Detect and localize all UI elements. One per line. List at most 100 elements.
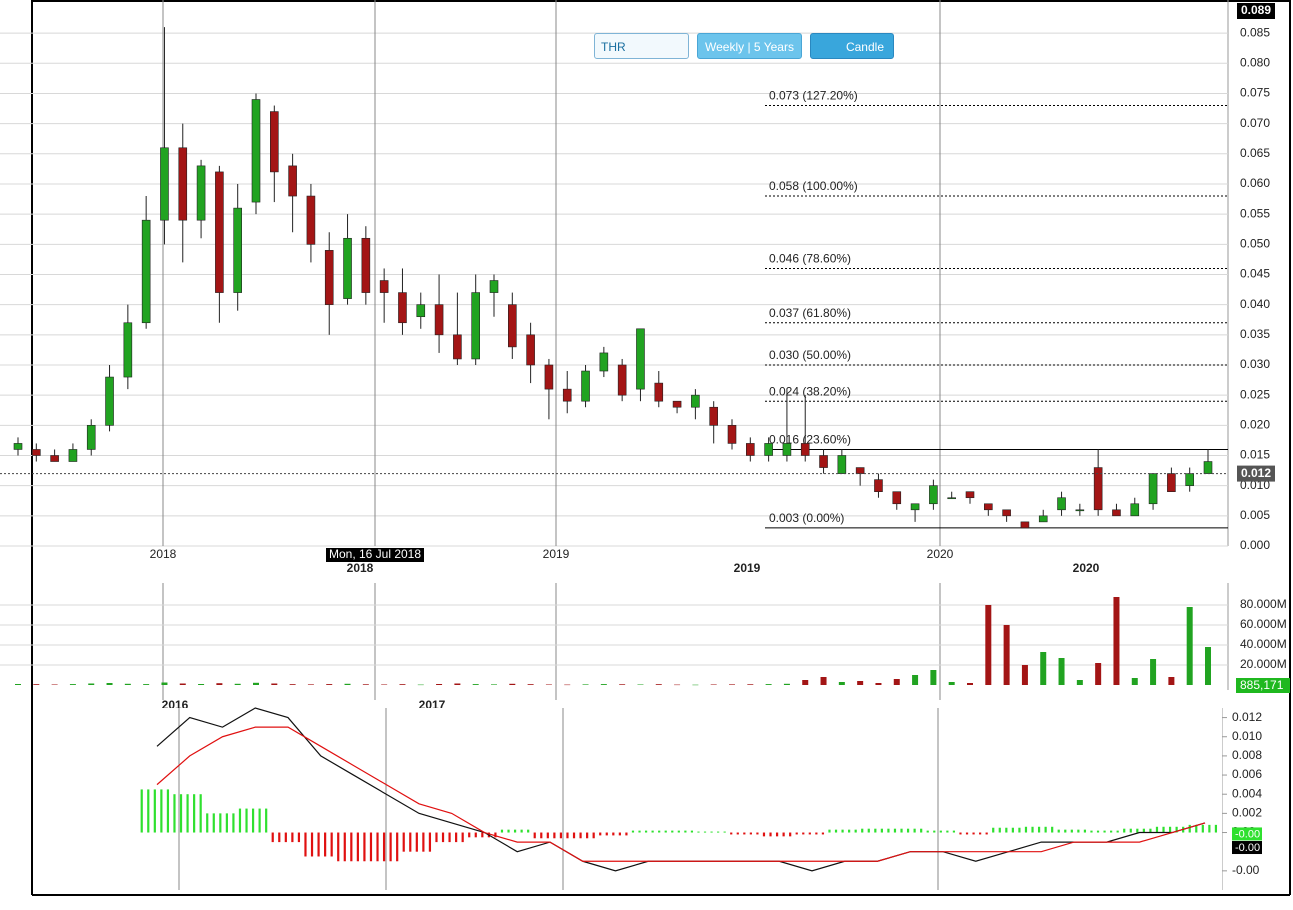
top-value-box [1237, 3, 1275, 19]
macd-histogram-bar [920, 828, 923, 833]
x-tick-label: 2020 [927, 547, 954, 561]
y-tick-label: 0.080 [1240, 55, 1270, 69]
macd-histogram-bar [147, 789, 150, 833]
volume-bar [253, 682, 259, 685]
last-volume-box [1236, 678, 1290, 693]
macd-histogram-bar [1149, 828, 1152, 833]
x-tick-label: 2019 [543, 547, 570, 561]
candle-body [672, 400, 682, 408]
y-tick-label: 0.000 [1240, 538, 1270, 552]
volume-bar [820, 677, 827, 685]
candle-body [233, 207, 242, 293]
y-tick-label: 0.030 [1240, 357, 1270, 371]
y-tick-label: 20.000M [1240, 657, 1287, 671]
volume-bar [33, 684, 40, 685]
candle-body [251, 99, 261, 203]
macd-histogram-bar [644, 830, 648, 833]
volume-bar [545, 684, 552, 685]
macd-histogram-bar [802, 832, 805, 835]
macd-histogram-bar [238, 808, 242, 833]
candle-body [544, 364, 554, 390]
volume-bar [1205, 647, 1211, 685]
macd-histogram-bar [658, 830, 661, 833]
y-tick-label: 0.005 [1240, 508, 1270, 522]
volume-bar [564, 684, 571, 686]
volume-bar [1186, 607, 1193, 685]
macd-histogram-bar [736, 832, 739, 835]
macd-histogram-bar [998, 827, 1001, 833]
macd-histogram-bar [1110, 830, 1113, 833]
volume-bar [838, 682, 845, 685]
macd-histogram-bar [153, 789, 156, 833]
volume-bar [783, 683, 790, 685]
candle-body [1185, 473, 1194, 486]
y-tick-label: 60.000M [1240, 617, 1287, 631]
candle-body [471, 292, 480, 360]
candle-body [1020, 521, 1030, 529]
macd-histogram-bar [906, 828, 910, 833]
macd-histogram-bar [1077, 829, 1080, 833]
macd-histogram-bar [1005, 827, 1008, 833]
macd-histogram-bar [828, 829, 831, 833]
volume-bar [1150, 659, 1157, 685]
period-button[interactable]: Weekly | 5 Years [697, 33, 802, 59]
style-button[interactable]: Candle [810, 33, 894, 59]
macd-bg [34, 708, 1222, 894]
candle-body [379, 280, 389, 293]
macd-histogram-bar [212, 813, 215, 833]
volume-bar [51, 684, 58, 685]
candle-body [1148, 473, 1158, 505]
candle-body [764, 443, 773, 456]
candle-body [1167, 473, 1176, 492]
macd-histogram-bar [651, 830, 654, 833]
macd-histogram-bar [933, 830, 936, 833]
macd-histogram-bar [867, 828, 870, 833]
last-label-box [1232, 841, 1262, 855]
macd-histogram-bar [140, 789, 143, 833]
candle-body [343, 237, 352, 299]
candle-body [489, 280, 499, 293]
candle-body [13, 443, 23, 450]
y-tick-label: 40.000M [1240, 637, 1287, 651]
macd-histogram-bar [677, 830, 680, 833]
candle-body [636, 328, 645, 390]
candle-body [526, 334, 535, 366]
macd-histogram-bar [513, 829, 517, 833]
volume-bar [198, 684, 205, 685]
candle-body [270, 111, 279, 173]
macd-histogram-bar [671, 830, 674, 833]
macd-histogram-bar [382, 832, 386, 862]
macd-histogram-bar [278, 832, 281, 843]
macd-histogram-bar [1057, 829, 1060, 833]
macd-histogram-bar [1018, 827, 1021, 833]
last-label: -0.00 [1235, 828, 1260, 840]
volume-bar [1003, 625, 1010, 685]
macd-histogram-bar [1162, 826, 1165, 833]
macd-histogram-bar [1044, 826, 1047, 833]
y-tick-label: 0.008 [1232, 748, 1262, 762]
macd-histogram-bar [297, 832, 301, 843]
macd-histogram-bar [756, 832, 759, 835]
volume-bar [527, 684, 534, 685]
macd-histogram-bar [461, 832, 464, 843]
fib-label: 0.046 (78.60%) [769, 252, 851, 266]
macd-histogram-bar [1116, 830, 1119, 833]
macd-histogram-bar [1208, 824, 1211, 833]
y-tick-label: 0.020 [1240, 417, 1270, 431]
macd-histogram-bar [631, 830, 635, 833]
candle-body [434, 304, 444, 336]
macd-histogram-bar [697, 831, 700, 833]
macd-histogram-bar [245, 808, 248, 833]
macd-histogram-bar [481, 832, 484, 838]
symbol-input[interactable]: THR [594, 33, 689, 59]
volume-bar [417, 684, 424, 686]
volume-bar [143, 684, 150, 685]
fib-label: 0.037 (61.80%) [769, 306, 851, 320]
fib-label: 0.058 (100.00%) [769, 179, 858, 193]
macd-histogram-bar [468, 832, 471, 838]
candle-body [361, 237, 371, 293]
y-tick-label: 0.065 [1240, 146, 1270, 160]
x-tick-label: 2018 [150, 547, 177, 561]
volume-bar [893, 679, 900, 685]
macd-histogram-bar [448, 832, 451, 843]
